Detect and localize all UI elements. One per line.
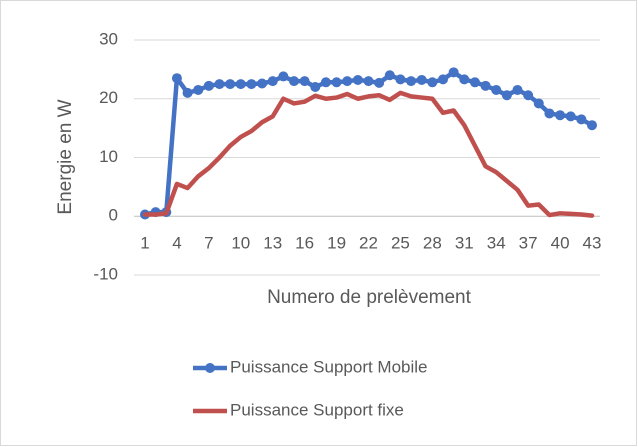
- x-tick-label: 16: [295, 234, 314, 253]
- x-tick-label: 10: [231, 234, 250, 253]
- point-marker: [374, 77, 385, 88]
- point-marker: [299, 76, 310, 87]
- point-marker: [416, 74, 427, 85]
- point-marker: [310, 82, 321, 92]
- y-axis-title: Energie en W: [55, 99, 76, 214]
- point-marker: [438, 74, 448, 85]
- y-tick-label: 20: [99, 88, 118, 107]
- point-marker: [491, 84, 502, 95]
- point-marker: [203, 80, 214, 91]
- x-tick-label: 43: [583, 234, 602, 253]
- x-tick-label: 34: [487, 234, 506, 253]
- x-axis-title: Numero de prelèvement: [267, 287, 472, 308]
- point-marker: [395, 74, 406, 85]
- point-marker: [480, 80, 491, 91]
- x-tick-label: 28: [423, 234, 442, 253]
- point-marker: [427, 77, 438, 88]
- point-marker: [214, 79, 225, 90]
- point-marker: [448, 67, 459, 78]
- series-line: [142, 90, 595, 218]
- point-marker: [193, 84, 204, 95]
- point-marker: [523, 90, 534, 101]
- point-marker: [469, 77, 480, 88]
- x-tick-label: 40: [551, 234, 570, 253]
- point-marker: [278, 71, 289, 82]
- legend-label: Puissance Support fixe: [230, 400, 404, 419]
- point-marker: [320, 77, 331, 88]
- y-tick-label: -10: [93, 264, 118, 283]
- point-marker: [342, 76, 353, 87]
- y-tick-label: 0: [109, 206, 118, 225]
- point-marker: [555, 110, 566, 121]
- point-marker: [363, 76, 374, 87]
- point-marker: [235, 79, 246, 90]
- point-marker: [257, 78, 268, 89]
- point-marker: [352, 74, 363, 85]
- x-tick-label: 31: [455, 234, 474, 253]
- point-marker: [587, 120, 597, 131]
- x-tick-label: 1: [140, 234, 149, 253]
- point-marker: [331, 77, 342, 88]
- y-tick-label: 10: [99, 147, 118, 166]
- legend-label: Puissance Support Mobile: [230, 357, 428, 376]
- point-marker: [501, 90, 512, 101]
- x-tick-label: 25: [391, 234, 410, 253]
- point-marker: [544, 108, 555, 119]
- point-marker: [533, 98, 544, 109]
- point-marker: [459, 74, 470, 85]
- point-marker: [384, 70, 395, 81]
- x-tick-label: 19: [327, 234, 346, 253]
- point-marker: [267, 76, 278, 87]
- x-tick-label: 37: [519, 234, 538, 253]
- y-tick-label: 30: [99, 29, 118, 48]
- x-tick-label: 7: [204, 234, 213, 253]
- point-marker: [289, 76, 299, 87]
- point-marker: [225, 79, 236, 90]
- legend-marker: [205, 363, 215, 373]
- point-marker: [182, 87, 193, 98]
- point-marker: [406, 76, 417, 87]
- point-marker: [512, 84, 523, 95]
- point-marker: [171, 73, 182, 84]
- point-marker: [565, 111, 576, 122]
- x-tick-label: 4: [172, 234, 181, 253]
- x-tick-label: 22: [359, 234, 378, 253]
- point-marker: [246, 79, 257, 90]
- x-tick-label: 13: [263, 234, 282, 253]
- point-marker: [576, 114, 587, 125]
